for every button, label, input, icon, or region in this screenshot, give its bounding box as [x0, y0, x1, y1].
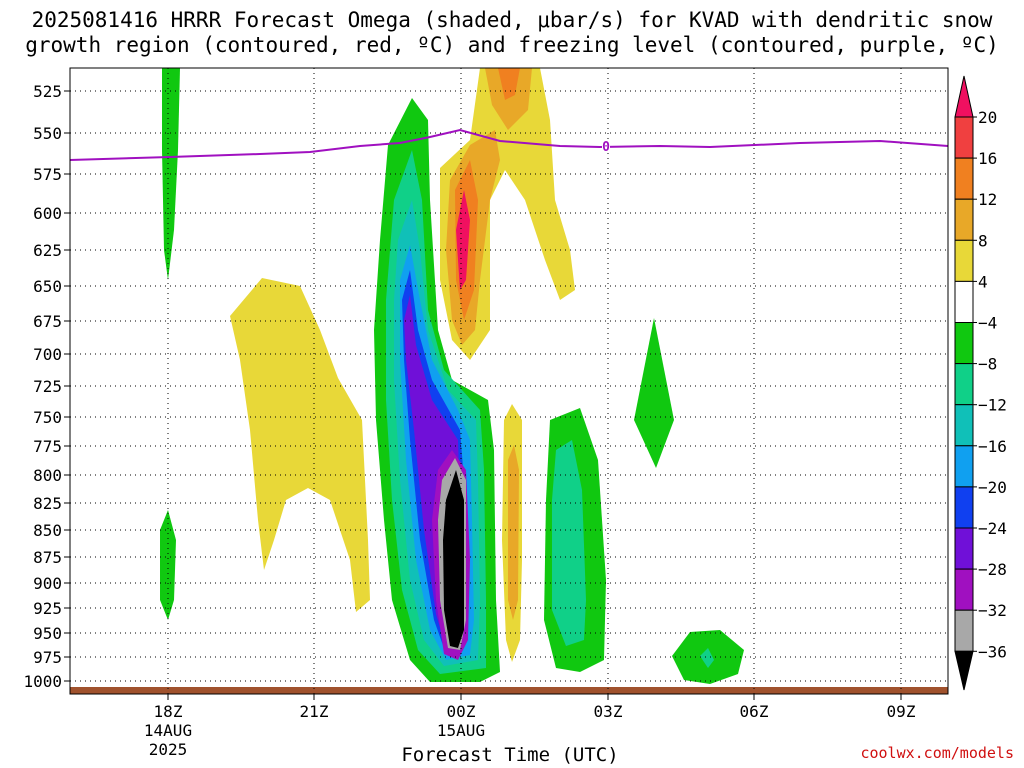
y-tick-label: 900: [33, 574, 62, 593]
y-tick-label: 1000: [23, 672, 62, 691]
y-tick-label: 525: [33, 82, 62, 101]
colorbar-box: [954, 116, 974, 159]
y-tick-label: 875: [33, 548, 62, 567]
omega-area: [443, 470, 464, 648]
colorbar-box: [954, 198, 974, 241]
y-tick-label: 700: [33, 345, 62, 364]
y-tick-label: 750: [33, 408, 62, 427]
x-axis-label: Forecast Time (UTC): [401, 744, 619, 766]
colorbar-label: 16: [978, 149, 997, 168]
colorbar-box: [954, 445, 974, 488]
colorbar-label: 12: [978, 190, 997, 209]
colorbar-label: −8: [978, 355, 997, 374]
colorbar-bottom-arrow: [954, 650, 974, 691]
colorbar-box: [954, 322, 974, 365]
x-tick-year: 2025: [149, 740, 188, 759]
freezing-level-contour: 0: [69, 128, 949, 161]
colorbar-box: [954, 527, 974, 570]
colorbar-label: −28: [978, 560, 1007, 579]
colorbar-label: −36: [978, 642, 1007, 661]
freezing-level-line: [69, 128, 949, 161]
colorbar-label: 4: [978, 272, 988, 291]
colorbar-label: −24: [978, 519, 1007, 538]
y-tick-label: 775: [33, 437, 62, 456]
y-tick-label: 825: [33, 494, 62, 513]
colorbar-label: −16: [978, 437, 1007, 456]
freezing-level-label: 0: [602, 140, 610, 155]
colorbar-box: [954, 157, 974, 200]
y-tick-label: 800: [33, 466, 62, 485]
omega-area: [485, 68, 532, 130]
colorbar-label: −32: [978, 601, 1007, 620]
omega-shading: [70, 68, 948, 694]
y-axis-ticks: 525 550 575 600 625 650 675 700 725 750 775 800 825 8…: [23, 82, 70, 691]
y-tick-label: 850: [33, 521, 62, 540]
plot-border: [69, 67, 949, 695]
colorbar-box: [954, 568, 974, 611]
omega-area: [498, 68, 520, 100]
y-tick-label: 650: [33, 277, 62, 296]
plot-frame: [69, 67, 949, 695]
omega-area: [230, 278, 370, 612]
colorbar-top-arrow: [954, 75, 974, 118]
omega-area: [552, 440, 586, 646]
colorbar-box: [954, 280, 974, 323]
x-tick-label: 03Z: [594, 702, 623, 721]
omega-area: [160, 510, 176, 620]
colorbar-box: [954, 404, 974, 447]
omega-area: [634, 318, 674, 468]
y-tick-label: 600: [33, 204, 62, 223]
credit-text: coolwx.com/models: [860, 744, 1014, 762]
colorbar: 20 16 12 8 4 −4 −8 −12 −16 −20 −24 −28 −32 −36: [954, 75, 1007, 691]
y-tick-label: 575: [33, 165, 62, 184]
omega-area: [700, 648, 714, 668]
y-tick-label: 550: [33, 124, 62, 143]
colorbar-label: 8: [978, 231, 988, 250]
chart-title-line2: growth region (contoured, red, ºC) and f…: [25, 33, 999, 57]
x-tick-label: 09Z: [887, 702, 916, 721]
y-tick-label: 950: [33, 624, 62, 643]
colorbar-box: [954, 363, 974, 406]
y-tick-label: 625: [33, 241, 62, 260]
colorbar-box: [954, 609, 974, 652]
chart-title-line1: 2025081416 HRRR Forecast Omega (shaded, …: [31, 8, 993, 32]
colorbar-label: −20: [978, 478, 1007, 497]
x-tick-date: 14AUG: [144, 721, 192, 740]
omega-area: [508, 445, 519, 620]
omega-area: [456, 190, 470, 290]
freezing-level-label-bg: [602, 141, 610, 152]
ground-strip: [70, 687, 948, 694]
y-tick-label: 675: [33, 312, 62, 331]
colorbar-box: [954, 239, 974, 282]
y-tick-label: 975: [33, 648, 62, 667]
colorbar-label: −4: [978, 314, 997, 333]
x-tick-date: 15AUG: [437, 721, 485, 740]
colorbar-box: [954, 486, 974, 529]
colorbar-label: −12: [978, 396, 1007, 415]
y-tick-label: 925: [33, 599, 62, 618]
x-tick-label: 00Z: [447, 702, 476, 721]
x-tick-label: 21Z: [300, 702, 329, 721]
y-tick-label: 725: [33, 377, 62, 396]
colorbar-label: 20: [978, 108, 997, 127]
x-tick-label: 18Z: [154, 702, 183, 721]
x-tick-label: 06Z: [740, 702, 769, 721]
